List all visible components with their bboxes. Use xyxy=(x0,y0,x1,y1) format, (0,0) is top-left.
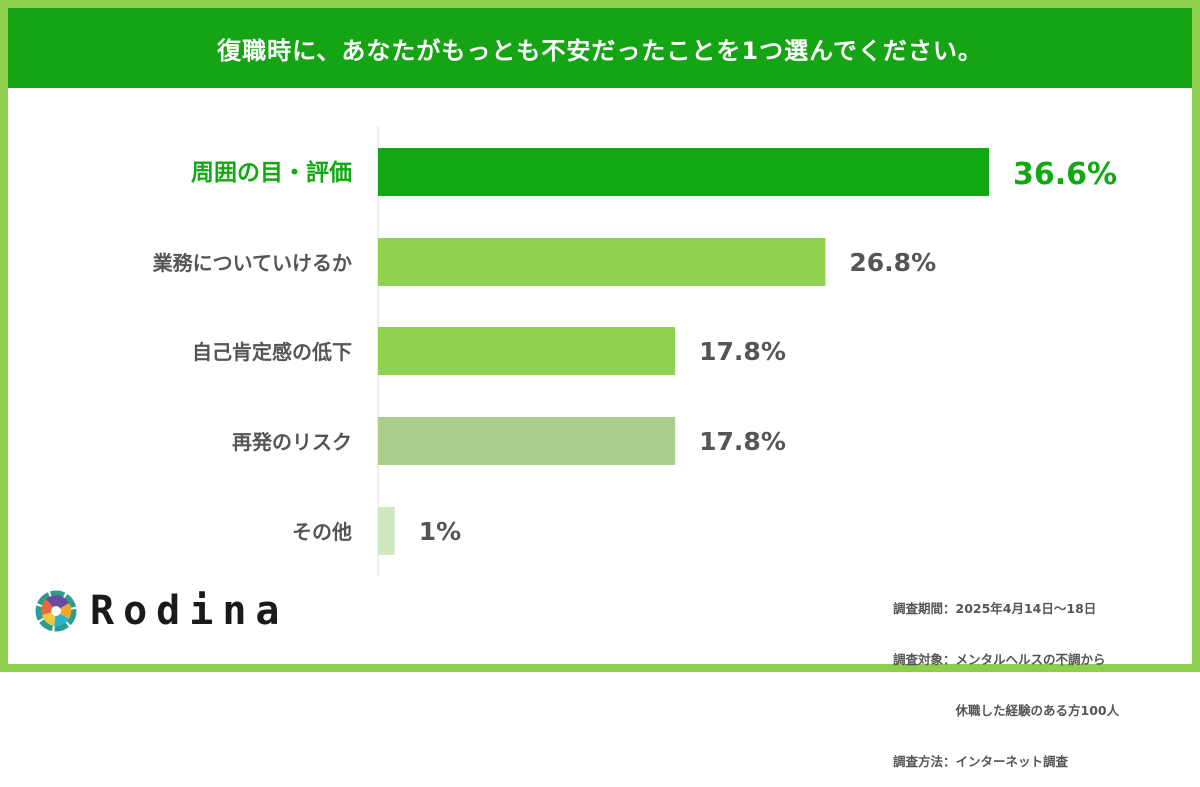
category-label: 業務についていけるか xyxy=(153,251,352,275)
note-line: 調査方法：インターネット調査 xyxy=(893,754,1069,769)
bar xyxy=(378,238,826,286)
value-label: 26.8% xyxy=(849,248,936,277)
chart-title: 復職時に、あなたがもっとも不安だったことを1つ選んでください。 xyxy=(8,8,1192,88)
value-label: 17.8% xyxy=(699,337,786,366)
value-label: 36.6% xyxy=(1013,157,1117,192)
aperture-logo-icon xyxy=(35,590,77,632)
bar-chart: 周囲の目・評価 36.6% 業務についていけるか 26.8% 自己肯定感の低下 17.8%… xyxy=(153,126,1117,576)
survey-notes: 調査期間：2025年4月14日～18日 調査対象：メンタルヘルスの不調から 休職… xyxy=(893,566,1119,787)
value-label: 17.8% xyxy=(699,427,786,456)
note-line: 調査対象：メンタルヘルスの不調から xyxy=(893,652,1106,667)
logo-text: Rodina xyxy=(90,588,289,634)
category-label: 周囲の目・評価 xyxy=(191,159,352,186)
value-label: 1% xyxy=(419,517,461,546)
bar xyxy=(378,507,395,555)
note-line: 休職した経験のある方100人 xyxy=(893,703,1120,718)
category-label: その他 xyxy=(292,520,352,544)
bar xyxy=(378,417,676,465)
category-label: 自己肯定感の低下 xyxy=(192,340,352,364)
category-label: 再発のリスク xyxy=(232,430,352,454)
bar xyxy=(378,327,676,375)
chart-frame: 復職時に、あなたがもっとも不安だったことを1つ選んでください。 xyxy=(0,0,1200,672)
note-line: 調査期間：2025年4月14日～18日 xyxy=(893,601,1097,616)
bar xyxy=(378,148,989,196)
rodina-logo: Rodina xyxy=(34,588,289,634)
